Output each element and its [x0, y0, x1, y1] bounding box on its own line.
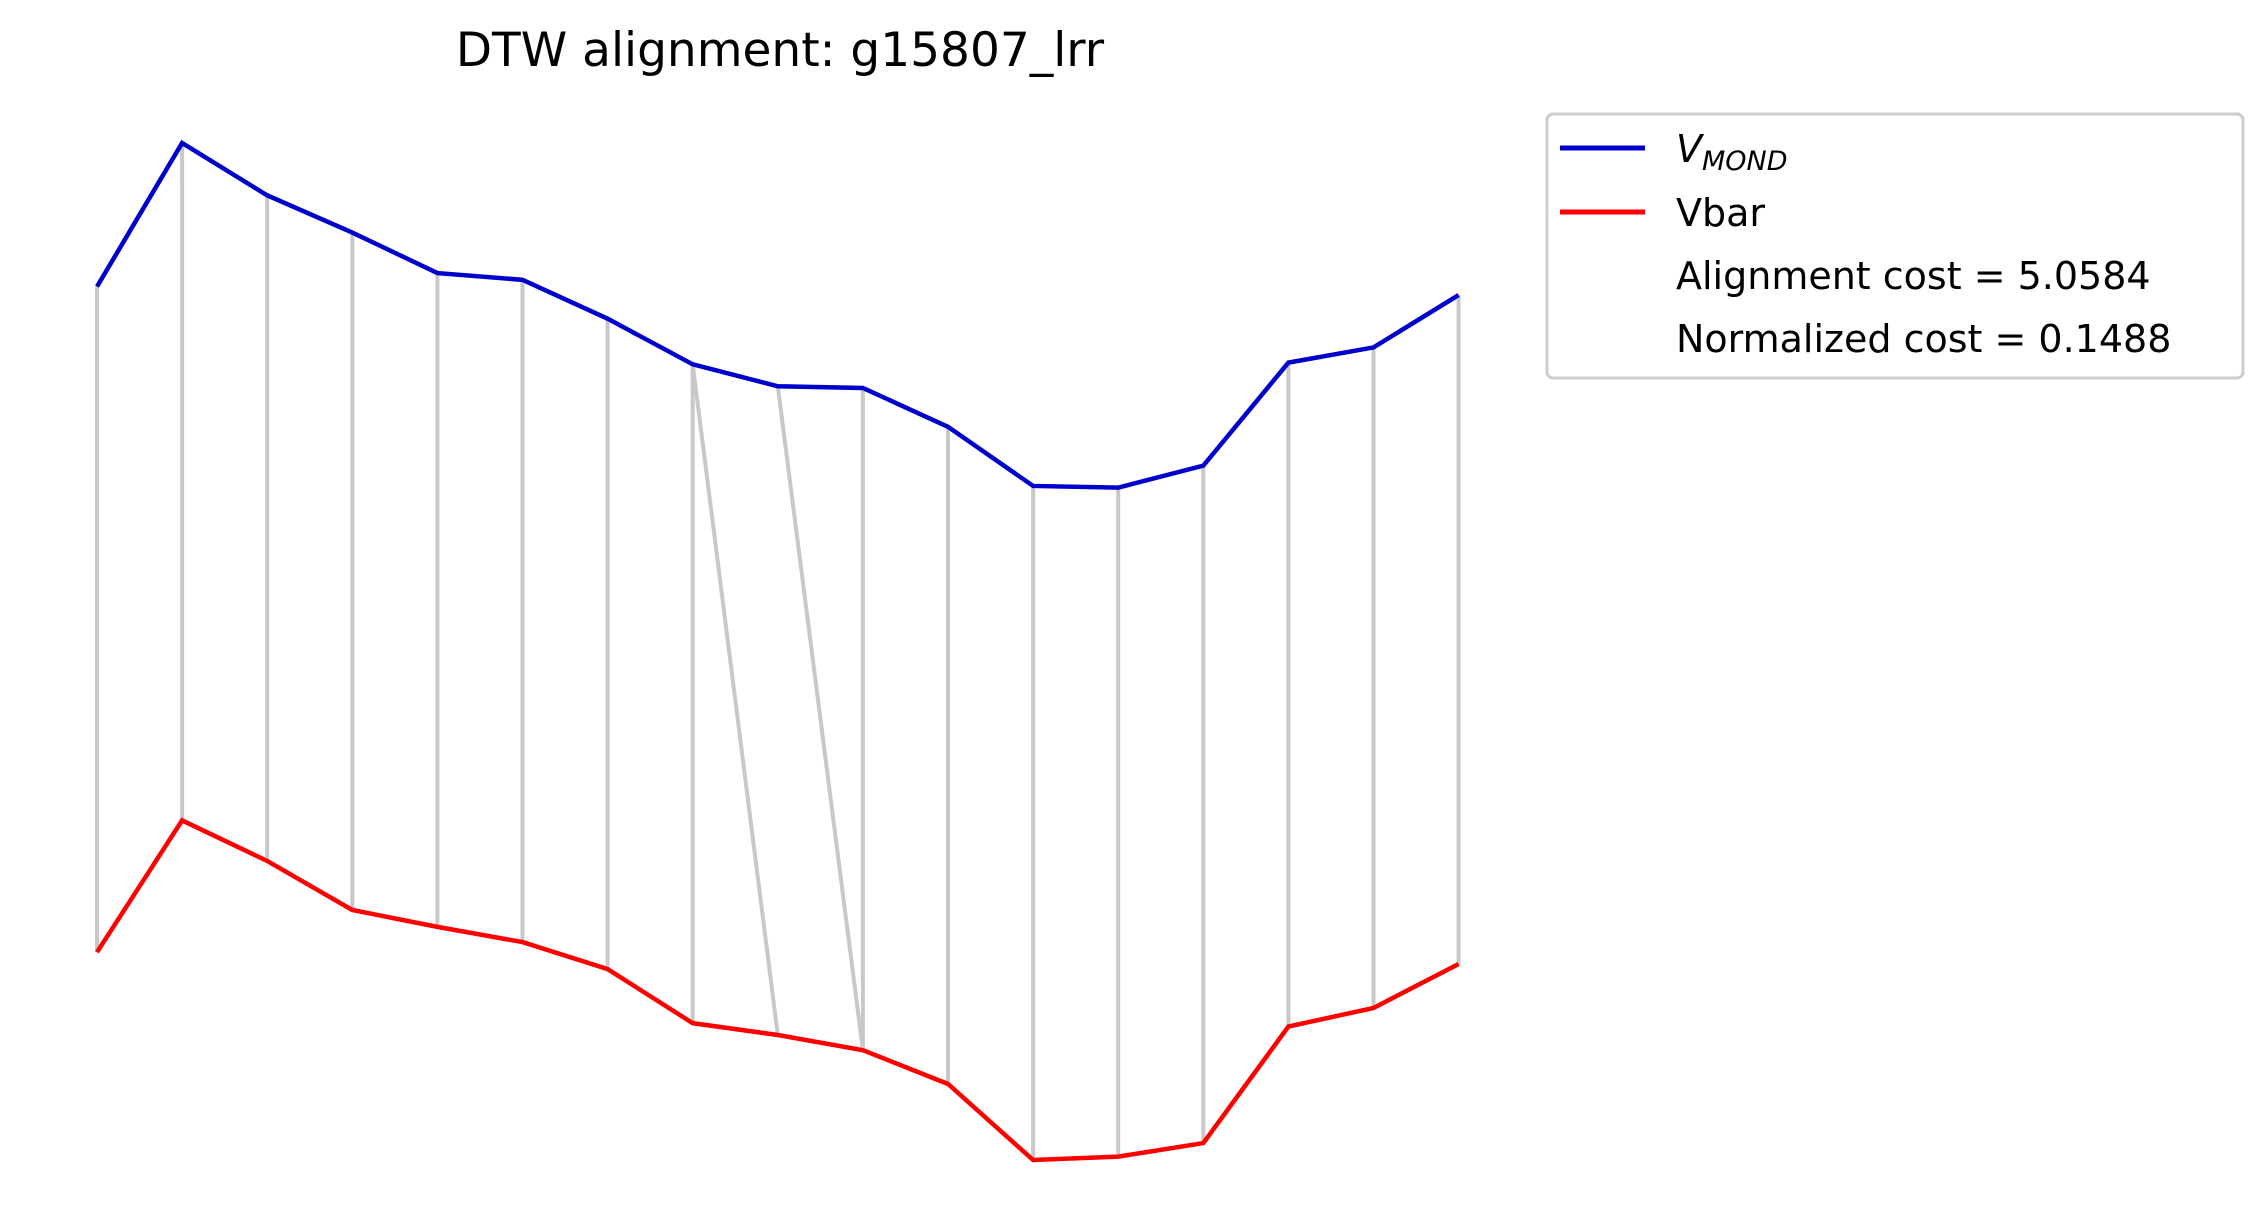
legend: VMOND Vbar Alignment cost = 5.0584 Norma…	[1545, 112, 2245, 380]
alignment-lines	[95, 143, 1461, 1160]
alignment-line-9	[775, 386, 865, 1051]
legend-normalized-cost: Normalized cost = 0.1488	[1676, 317, 2171, 361]
legend-label-v-mond: VMOND	[1676, 127, 1788, 177]
series-line-v-mond	[95, 139, 1460, 490]
legend-label-v-mond-sub: MOND	[1702, 146, 1788, 177]
series-line-vbar	[95, 817, 1460, 1163]
legend-alignment-cost: Alignment cost = 5.0584	[1676, 254, 2151, 298]
alignment-line-8	[690, 364, 780, 1036]
series-lines	[95, 139, 1460, 1163]
legend-label-vbar: Vbar	[1676, 191, 1765, 235]
legend-frame	[1545, 112, 2245, 380]
legend-label-v-mond-main: V	[1676, 127, 1705, 171]
chart-title: DTW alignment: g15807_lrr	[456, 23, 1105, 78]
